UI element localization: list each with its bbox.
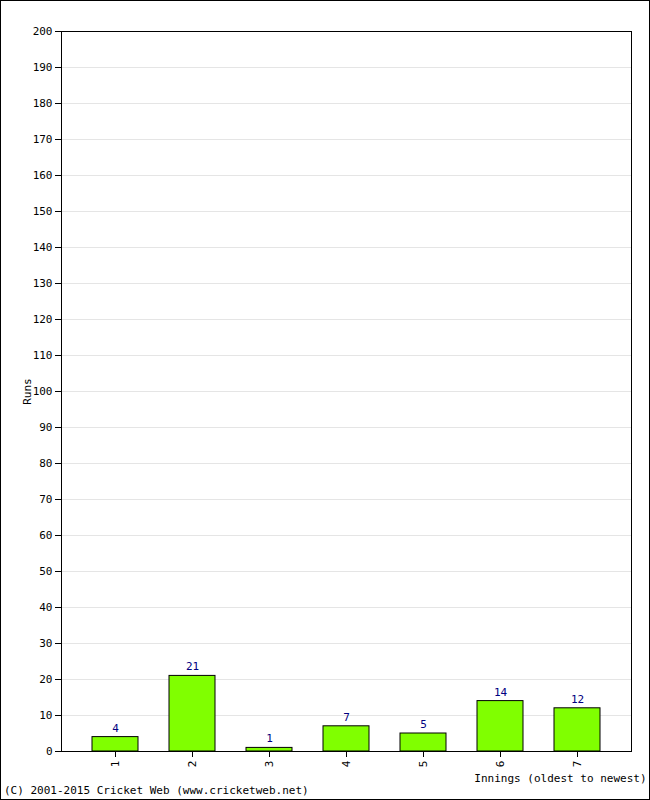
svg-text:100: 100 bbox=[33, 385, 53, 398]
svg-text:7: 7 bbox=[343, 711, 350, 724]
svg-text:6: 6 bbox=[494, 761, 507, 768]
html-text:(C) 2001-2015 Cricket Web (www: (C) 2001-2015 Cricket Web (www.cricketwe… bbox=[4, 784, 309, 797]
svg-text:70: 70 bbox=[39, 493, 52, 506]
svg-text:200: 200 bbox=[33, 25, 53, 38]
svg-text:10: 10 bbox=[39, 709, 52, 722]
svg-text:3: 3 bbox=[263, 761, 276, 768]
svg-text:140: 140 bbox=[33, 241, 53, 254]
svg-text:80: 80 bbox=[39, 457, 52, 470]
svg-text:4: 4 bbox=[112, 722, 119, 735]
svg-text:50: 50 bbox=[39, 565, 52, 578]
svg-text:20: 20 bbox=[39, 673, 52, 686]
svg-text:170: 170 bbox=[33, 133, 53, 146]
svg-text:90: 90 bbox=[39, 421, 52, 434]
svg-text:5: 5 bbox=[417, 761, 430, 768]
svg-text:40: 40 bbox=[39, 601, 52, 614]
svg-text:110: 110 bbox=[33, 349, 53, 362]
svg-text:7: 7 bbox=[571, 761, 584, 768]
svg-text:120: 120 bbox=[33, 313, 53, 326]
svg-text:1: 1 bbox=[109, 761, 122, 768]
svg-text:190: 190 bbox=[33, 61, 53, 74]
svg-text:Runs: Runs bbox=[21, 378, 34, 405]
svg-text:30: 30 bbox=[39, 637, 52, 650]
svg-text:2: 2 bbox=[186, 761, 199, 768]
svg-text:14: 14 bbox=[494, 686, 508, 699]
svg-text:130: 130 bbox=[33, 277, 53, 290]
svg-text:160: 160 bbox=[33, 169, 53, 182]
svg-text:60: 60 bbox=[39, 529, 52, 542]
svg-text:5: 5 bbox=[420, 718, 427, 731]
svg-text:0: 0 bbox=[46, 745, 53, 758]
svg-text:21: 21 bbox=[186, 660, 199, 673]
svg-text:1: 1 bbox=[266, 732, 273, 745]
svg-text:Innings (oldest to newest): Innings (oldest to newest) bbox=[474, 772, 646, 785]
svg-text:4: 4 bbox=[340, 760, 353, 767]
svg-text:12: 12 bbox=[571, 693, 584, 706]
svg-text:180: 180 bbox=[33, 97, 53, 110]
svg-text:150: 150 bbox=[33, 205, 53, 218]
